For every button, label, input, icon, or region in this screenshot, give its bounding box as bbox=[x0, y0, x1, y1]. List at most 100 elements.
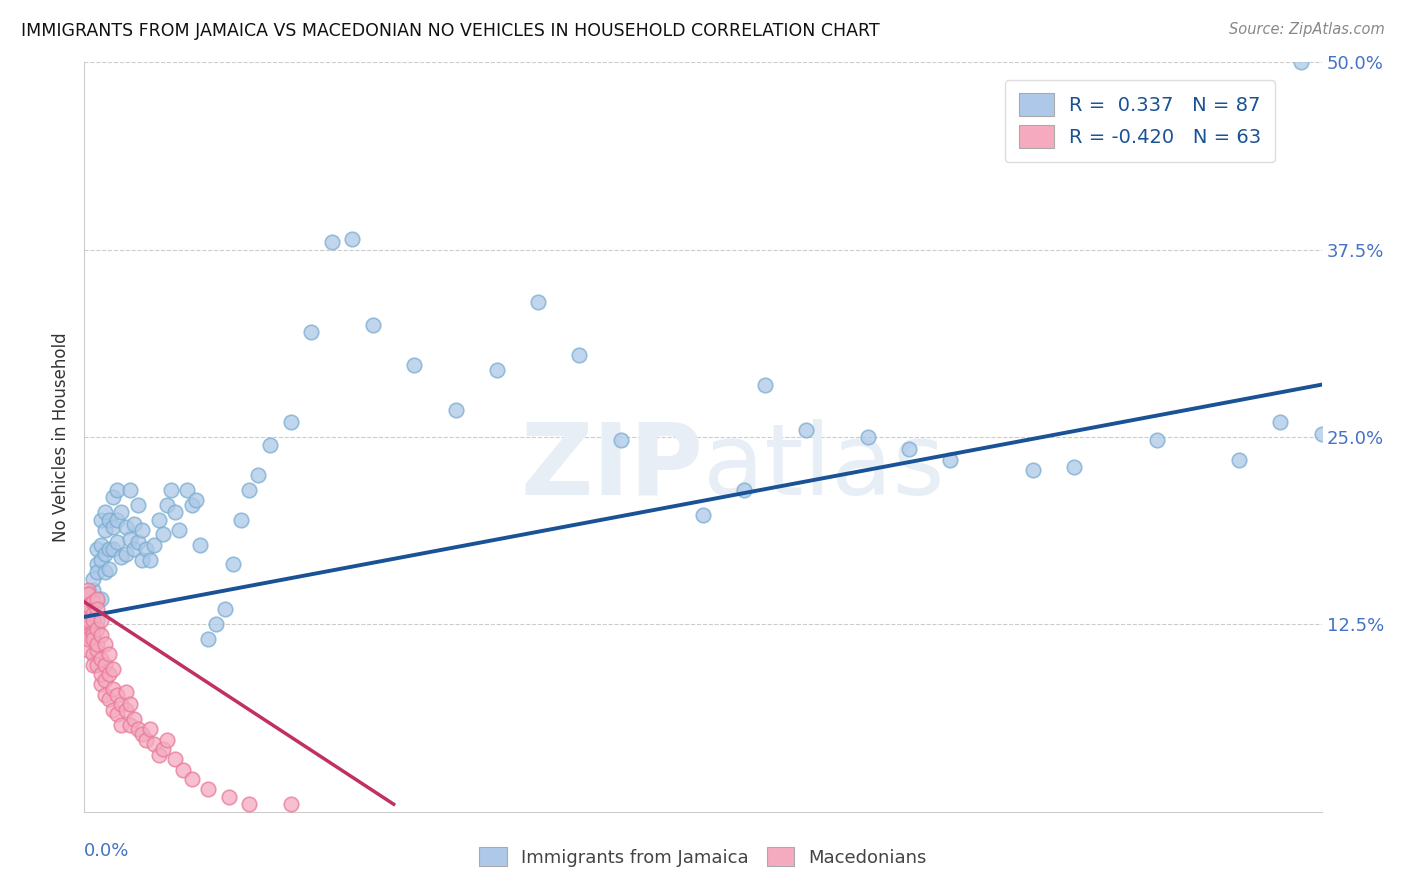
Point bbox=[139, 723, 162, 737]
Point bbox=[105, 688, 128, 702]
Point bbox=[898, 442, 921, 456]
Point bbox=[110, 505, 132, 519]
Point bbox=[156, 498, 179, 512]
Point bbox=[118, 718, 141, 732]
Point bbox=[77, 587, 100, 601]
Point bbox=[90, 628, 112, 642]
Point bbox=[103, 662, 125, 676]
Point bbox=[86, 591, 108, 606]
Point bbox=[321, 235, 343, 250]
Point bbox=[90, 613, 112, 627]
Point bbox=[94, 547, 117, 561]
Point bbox=[122, 516, 145, 531]
Point bbox=[98, 648, 121, 662]
Point bbox=[218, 789, 240, 804]
Point bbox=[197, 782, 219, 797]
Point bbox=[77, 598, 100, 612]
Point bbox=[754, 377, 776, 392]
Point bbox=[110, 697, 132, 711]
Point bbox=[86, 657, 108, 672]
Point bbox=[82, 613, 104, 627]
Point bbox=[82, 648, 104, 662]
Point bbox=[86, 565, 108, 579]
Point bbox=[135, 542, 157, 557]
Point bbox=[86, 622, 108, 636]
Point bbox=[103, 703, 125, 717]
Point bbox=[114, 703, 136, 717]
Point bbox=[82, 573, 104, 587]
Point bbox=[361, 318, 384, 332]
Point bbox=[172, 763, 194, 777]
Point bbox=[238, 797, 260, 812]
Point bbox=[94, 505, 117, 519]
Point bbox=[280, 797, 302, 812]
Point bbox=[131, 727, 153, 741]
Point bbox=[90, 652, 112, 666]
Point bbox=[103, 490, 125, 504]
Point bbox=[98, 542, 121, 557]
Point bbox=[444, 403, 467, 417]
Legend: Immigrants from Jamaica, Macedonians: Immigrants from Jamaica, Macedonians bbox=[472, 840, 934, 874]
Point bbox=[77, 582, 100, 597]
Point bbox=[105, 707, 128, 722]
Point bbox=[238, 483, 260, 497]
Point bbox=[77, 632, 100, 647]
Point bbox=[127, 535, 149, 549]
Point bbox=[86, 643, 108, 657]
Point bbox=[77, 643, 100, 657]
Point bbox=[280, 415, 302, 429]
Point bbox=[94, 637, 117, 651]
Point bbox=[1227, 452, 1250, 467]
Point bbox=[94, 673, 117, 687]
Point bbox=[299, 325, 322, 339]
Point bbox=[229, 512, 252, 526]
Point bbox=[165, 505, 187, 519]
Point bbox=[1146, 433, 1168, 447]
Point bbox=[82, 632, 104, 647]
Point bbox=[139, 553, 162, 567]
Point bbox=[82, 582, 104, 597]
Point bbox=[86, 542, 108, 557]
Point bbox=[105, 512, 128, 526]
Text: ZIP: ZIP bbox=[520, 418, 703, 516]
Point bbox=[110, 549, 132, 564]
Point bbox=[77, 610, 100, 624]
Point bbox=[118, 697, 141, 711]
Point bbox=[176, 483, 198, 497]
Point bbox=[118, 483, 141, 497]
Point bbox=[103, 681, 125, 696]
Point bbox=[609, 433, 631, 447]
Point bbox=[77, 617, 100, 632]
Point bbox=[1063, 460, 1085, 475]
Point bbox=[94, 565, 117, 579]
Point bbox=[77, 607, 100, 621]
Point bbox=[160, 483, 183, 497]
Point bbox=[122, 542, 145, 557]
Point bbox=[82, 657, 104, 672]
Point bbox=[82, 622, 104, 636]
Point bbox=[98, 666, 121, 681]
Y-axis label: No Vehicles in Household: No Vehicles in Household bbox=[52, 332, 70, 542]
Point bbox=[77, 587, 100, 601]
Point bbox=[1022, 463, 1045, 477]
Point bbox=[404, 358, 426, 372]
Point bbox=[184, 493, 207, 508]
Point bbox=[165, 752, 187, 766]
Point bbox=[90, 591, 112, 606]
Point bbox=[90, 677, 112, 691]
Point bbox=[148, 512, 170, 526]
Text: atlas: atlas bbox=[703, 418, 945, 516]
Point bbox=[127, 723, 149, 737]
Point bbox=[103, 542, 125, 557]
Text: 0.0%: 0.0% bbox=[84, 842, 129, 860]
Point bbox=[131, 523, 153, 537]
Point bbox=[156, 732, 179, 747]
Point bbox=[118, 532, 141, 546]
Point bbox=[90, 666, 112, 681]
Point bbox=[77, 598, 100, 612]
Point bbox=[90, 512, 112, 526]
Point bbox=[342, 232, 364, 246]
Point bbox=[90, 553, 112, 567]
Point bbox=[1289, 55, 1312, 70]
Point bbox=[103, 520, 125, 534]
